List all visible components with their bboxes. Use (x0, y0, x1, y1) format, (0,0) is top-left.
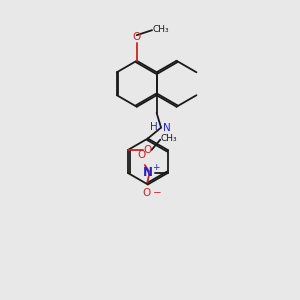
Text: O: O (144, 145, 152, 155)
Text: H: H (150, 122, 158, 132)
Text: N: N (163, 123, 170, 133)
Text: +: + (152, 163, 159, 172)
Text: O: O (142, 188, 150, 198)
Text: O: O (133, 32, 141, 42)
Text: CH₃: CH₃ (161, 134, 178, 143)
Text: −: − (153, 188, 161, 198)
Text: N: N (142, 166, 152, 179)
Text: CH₃: CH₃ (153, 25, 169, 34)
Text: O: O (137, 150, 145, 160)
